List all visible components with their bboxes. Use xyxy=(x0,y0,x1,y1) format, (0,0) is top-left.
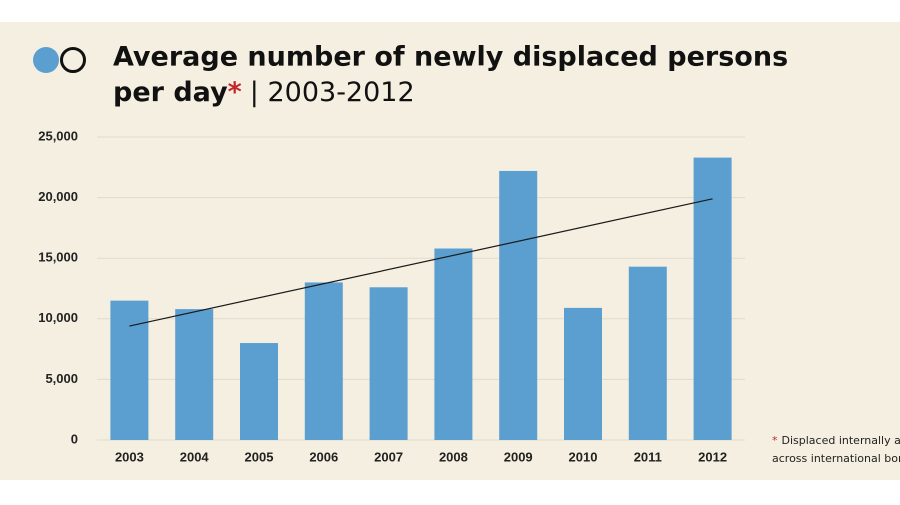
x-tick-label: 2006 xyxy=(309,449,338,464)
bar xyxy=(499,170,538,440)
x-tick-label: 2003 xyxy=(115,449,144,464)
y-tick-label: 10,000 xyxy=(38,310,78,325)
chart-title: Average number of newly displaced person… xyxy=(113,42,788,73)
bar xyxy=(240,343,278,440)
x-tick-label: 2004 xyxy=(180,449,210,464)
y-tick-label: 25,000 xyxy=(38,128,78,143)
bar xyxy=(564,307,602,440)
x-tick-label: 2010 xyxy=(569,449,598,464)
x-tick-label: 2009 xyxy=(504,449,533,464)
chart-title: per day xyxy=(113,77,228,108)
bar xyxy=(110,300,149,440)
footnote-line: Displaced internally and xyxy=(782,434,900,447)
bar xyxy=(628,266,667,440)
y-tick-label: 15,000 xyxy=(38,250,78,265)
y-tick-label: 20,000 xyxy=(38,189,78,204)
footnote: * Displaced internally and xyxy=(772,434,900,447)
footnote-line: across international borders xyxy=(772,452,900,465)
subtitle: | 2003-2012 xyxy=(250,77,415,108)
footnote-marker: * xyxy=(772,434,778,447)
icon-ring xyxy=(60,47,86,73)
x-tick-label: 2007 xyxy=(374,449,403,464)
bar xyxy=(434,248,473,440)
x-tick-label: 2011 xyxy=(634,449,662,464)
x-tick-label: 2005 xyxy=(245,449,274,464)
y-tick-label: 0 xyxy=(71,431,78,446)
x-tick-label: 2008 xyxy=(439,449,468,464)
y-tick-label: 5,000 xyxy=(45,371,78,386)
bar xyxy=(304,282,343,440)
trend-line xyxy=(129,198,713,327)
bar xyxy=(369,287,408,440)
bar xyxy=(693,157,732,440)
icon-dot xyxy=(33,47,59,73)
title-marker: * xyxy=(228,77,242,108)
x-tick-label: 2012 xyxy=(698,449,727,464)
chart-title: per day* | 2003-2012 xyxy=(113,77,415,108)
bar xyxy=(175,309,214,440)
